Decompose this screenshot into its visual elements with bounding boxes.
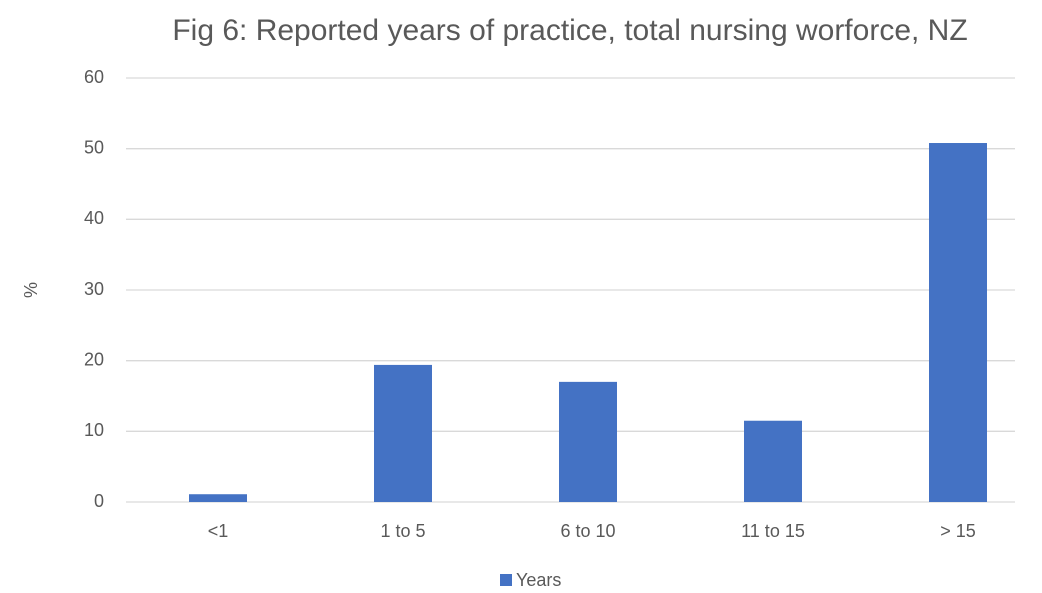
chart-title: Fig 6: Reported years of practice, total… <box>172 14 967 47</box>
y-axis-label: % <box>21 282 41 298</box>
y-tick-label: 10 <box>84 420 104 440</box>
x-tick-label: 1 to 5 <box>380 521 425 541</box>
x-tick-label: <1 <box>208 521 229 541</box>
x-tick-label: 6 to 10 <box>560 521 615 541</box>
bar <box>374 364 432 502</box>
y-tick-label: 50 <box>84 137 104 157</box>
bar <box>929 143 987 502</box>
bar <box>189 494 247 502</box>
y-tick-label: 30 <box>84 279 104 299</box>
y-tick-label: 60 <box>84 67 104 87</box>
legend-swatch <box>500 574 512 586</box>
y-tick-label: 0 <box>94 491 104 511</box>
bar <box>744 420 802 502</box>
x-tick-label: > 15 <box>940 521 976 541</box>
bar <box>559 381 617 502</box>
y-tick-label: 40 <box>84 208 104 228</box>
x-tick-label: 11 to 15 <box>741 521 805 541</box>
legend-label: Years <box>516 570 561 590</box>
y-tick-label: 20 <box>84 349 104 369</box>
